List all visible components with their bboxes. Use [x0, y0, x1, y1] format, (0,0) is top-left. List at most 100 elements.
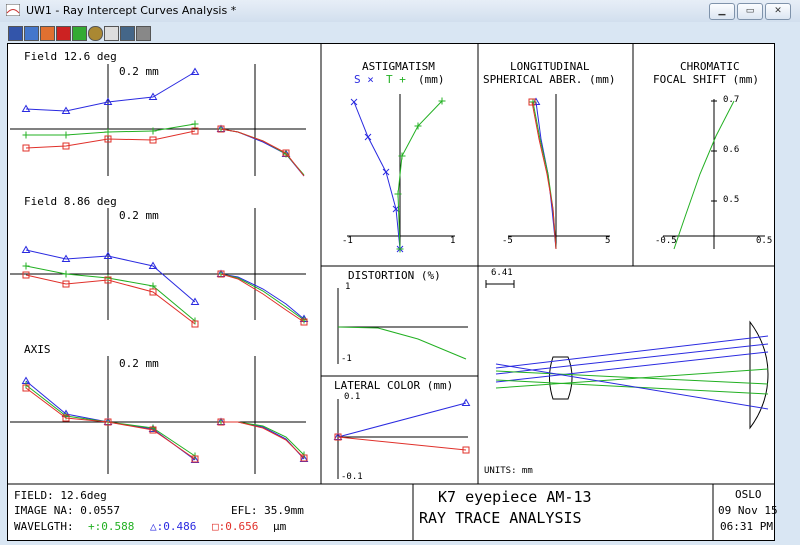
footer-wavelength-label: WAVELGTH:	[14, 520, 74, 533]
footer-wl3: □:0.656	[212, 520, 259, 533]
lateral-tick-pos: 0.1	[344, 392, 361, 402]
grid2-icon[interactable]	[120, 26, 135, 41]
field1-blue-marker	[190, 67, 200, 75]
long-tick-pos: 5	[605, 236, 611, 246]
astig-s-marker	[364, 133, 372, 141]
chrom-ytick-3: 0.5	[723, 195, 740, 205]
table-icon[interactable]	[8, 26, 23, 41]
ray-trace-plots	[8, 44, 774, 540]
field1-red-line	[25, 130, 196, 149]
astig-s-line	[353, 101, 401, 250]
app-icon	[6, 4, 20, 16]
field1-blue-marker	[61, 106, 71, 114]
field1-red-marker	[62, 142, 70, 150]
analysis-canvas: Field 12.6 deg 0.2 mm Field 8.86 deg 0.2…	[7, 43, 778, 541]
lateral-red-marker	[334, 433, 342, 441]
long-blue-line	[535, 101, 557, 250]
window-title: UW1 - Ray Intercept Curves Analysis *	[26, 4, 237, 17]
axis-red-marker	[104, 418, 112, 426]
ray-trace-line	[495, 363, 769, 410]
toolbar	[0, 23, 800, 43]
target-icon[interactable]	[88, 26, 103, 41]
dots-icon[interactable]	[136, 26, 151, 41]
minimize-button[interactable]: ▁	[709, 3, 735, 20]
field1-blue-marker	[21, 104, 31, 112]
footer-title-2: RAY TRACE ANALYSIS	[419, 509, 582, 527]
axis-scale: 0.2 mm	[119, 357, 159, 370]
field2-r-red-line	[220, 273, 305, 323]
chrom-ytick-2: 0.6	[723, 145, 740, 155]
field1-red-marker	[104, 135, 112, 143]
long-red-line	[531, 101, 557, 250]
astig-t-line	[397, 100, 443, 250]
footer-title-1: K7 eyepiece AM-13	[438, 488, 592, 506]
astig-legend-s: S ×	[354, 73, 374, 86]
astig-s-marker	[350, 98, 358, 106]
astig-tick-neg: -1	[342, 236, 353, 246]
astig-unit: (mm)	[418, 73, 445, 86]
distortion-title: DISTORTION (%)	[348, 269, 441, 282]
field1-blue-line	[25, 71, 196, 112]
layout-units: UNITS: mm	[484, 466, 533, 476]
chart-icon[interactable]	[24, 26, 39, 41]
ray-trace-line	[495, 368, 769, 389]
chrom-green-line	[673, 100, 735, 250]
lateral-blue-marker	[461, 398, 471, 406]
field2-blue-marker	[61, 254, 71, 262]
axis-red-marker	[22, 384, 30, 392]
ray-trace-line	[495, 335, 769, 369]
footer-wl1: +:0.588	[88, 520, 135, 533]
eyepiece-lens	[549, 356, 573, 400]
axis-red-line	[25, 387, 196, 460]
footer-wl2: △:0.486	[150, 520, 197, 533]
field2-scale: 0.2 mm	[119, 209, 159, 222]
chromatic-title-1: CHROMATIC	[680, 60, 740, 73]
axis-red-marker	[149, 426, 157, 434]
field1-r-red-line	[220, 128, 305, 177]
axis-red-marker	[191, 455, 199, 463]
astig-s-marker	[382, 168, 390, 176]
field2-r-red-marker	[300, 318, 308, 326]
lateral-red-marker	[462, 446, 470, 454]
field2-blue-marker	[103, 251, 113, 259]
close-button[interactable]: ✕	[765, 3, 791, 20]
flag-icon[interactable]	[56, 26, 71, 41]
field2-blue-marker	[190, 297, 200, 305]
maximize-button[interactable]: ▭	[737, 3, 763, 20]
grid-icon[interactable]	[72, 26, 87, 41]
astig-tick-pos: 1	[450, 236, 456, 246]
field2-red-marker	[22, 271, 30, 279]
footer-image-na: IMAGE NA: 0.0557	[14, 504, 120, 517]
field1-r-green-line	[220, 128, 305, 176]
spot-icon[interactable]	[104, 26, 119, 41]
axis-r-red-marker	[217, 418, 225, 426]
field2-blue-line	[25, 249, 196, 303]
ray-trace-line	[495, 351, 769, 383]
field1-blue-marker	[103, 97, 113, 105]
axis-label: AXIS	[24, 343, 51, 356]
axis-red-marker	[62, 414, 70, 422]
field2-blue-marker	[21, 245, 31, 253]
field1-red-marker	[149, 136, 157, 144]
field1-scale: 0.2 mm	[119, 65, 159, 78]
distortion-green-line	[337, 326, 467, 360]
footer-date: 09 Nov 15	[718, 504, 778, 517]
field1-r-blue-line	[220, 128, 305, 177]
layout-scale: 6.41	[491, 268, 513, 278]
distortion-tick-neg: -1	[341, 354, 352, 364]
chrom-xtick-pos: 0.5	[756, 236, 773, 246]
field1-blue-marker	[148, 92, 158, 100]
field1-red-marker	[22, 144, 30, 152]
field2-red-marker	[191, 320, 199, 328]
field1-r-red-marker	[282, 149, 290, 157]
field2-red-marker	[149, 288, 157, 296]
ray-trace-line	[495, 370, 769, 385]
color-icon[interactable]	[40, 26, 55, 41]
field2-r-blue-line	[220, 273, 305, 320]
long-tick-neg: -5	[502, 236, 513, 246]
longitudinal-title-1: LONGITUDINAL	[510, 60, 590, 73]
distortion-tick-pos: 1	[345, 282, 351, 292]
axis-r-red-marker	[300, 454, 308, 462]
footer-efl: EFL: 35.9mm	[231, 504, 304, 517]
